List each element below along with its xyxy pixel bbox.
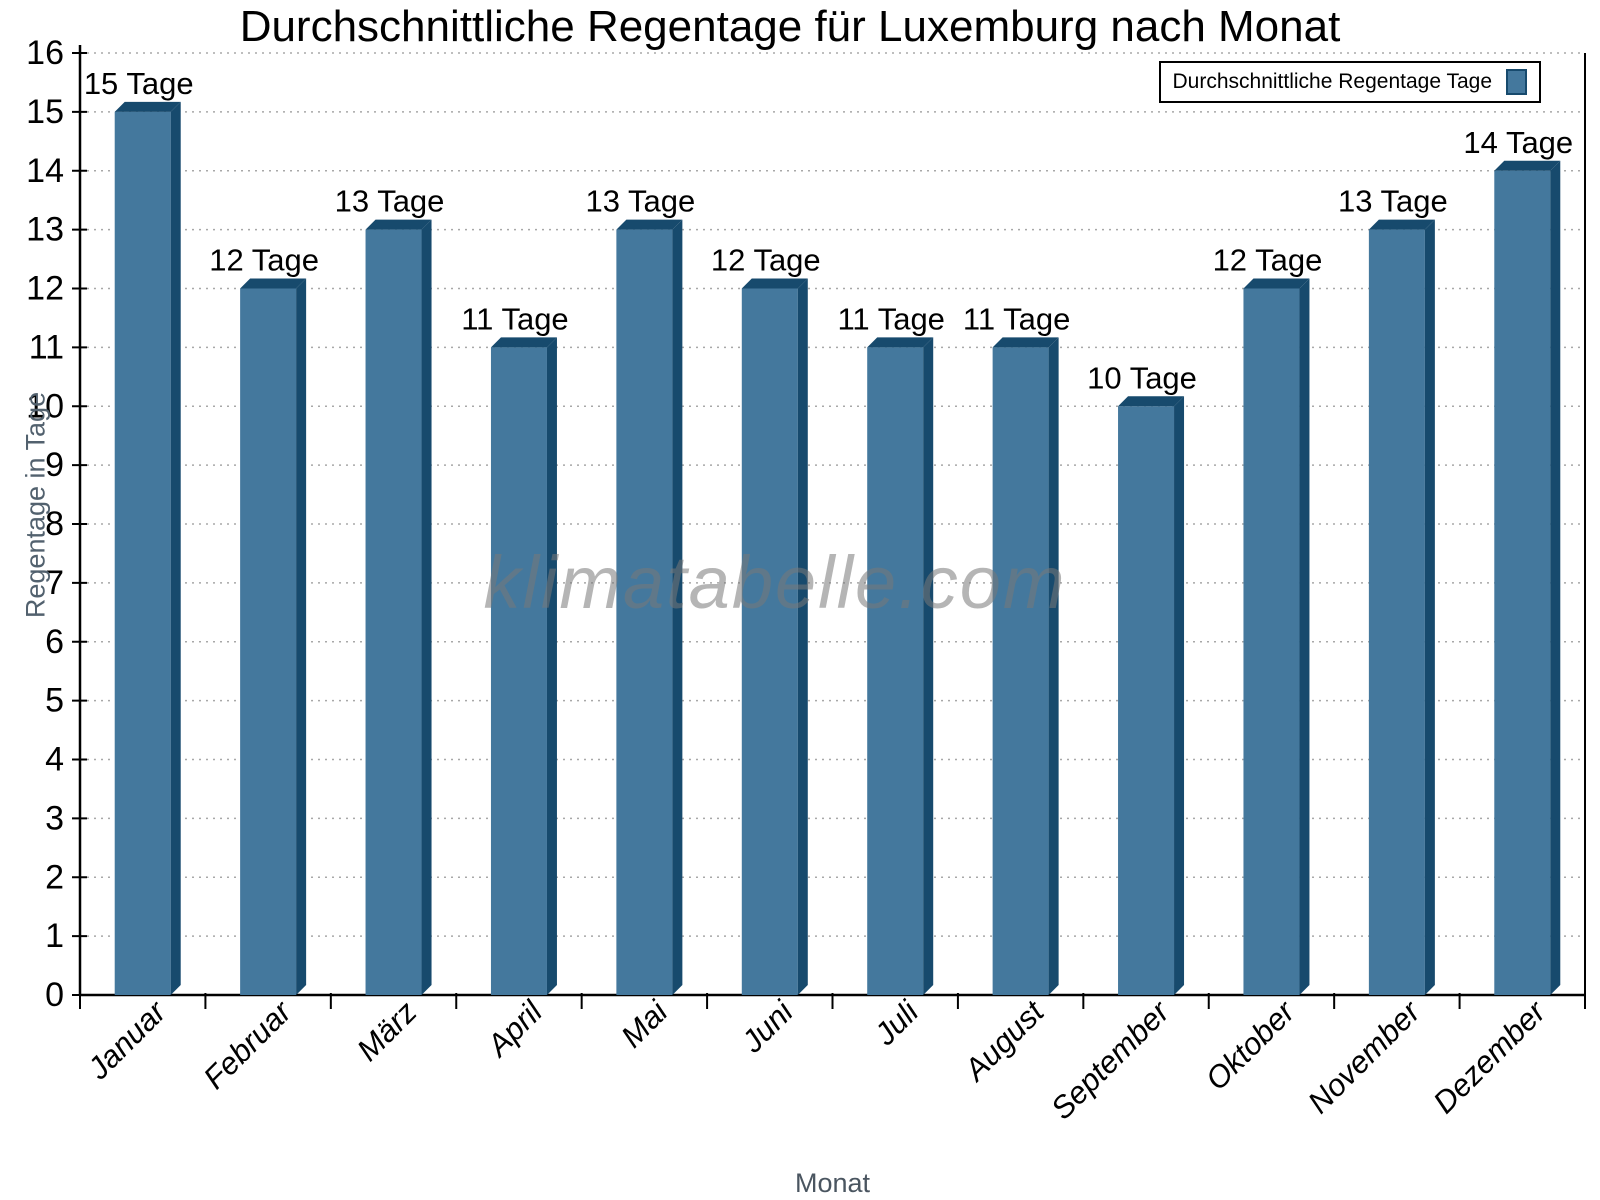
x-tick-label-april: April [479, 993, 550, 1064]
bar-side-oktober [1299, 278, 1310, 995]
x-tick-label-oktober: Oktober [1199, 993, 1303, 1097]
y-tick-label-6: 6 [45, 623, 64, 661]
x-tick-label-maerz: März [350, 994, 424, 1068]
watermark: klimatabelle.com [483, 541, 1067, 624]
bar-side-maerz [421, 219, 432, 995]
y-tick-label-11: 11 [29, 328, 64, 366]
y-tick-label-15: 15 [26, 93, 64, 131]
y-tick-label-9: 9 [45, 446, 64, 484]
bar-face-januar [114, 111, 171, 995]
bar-top-dezember [1494, 160, 1561, 171]
bar-side-november [1424, 219, 1435, 995]
chart-title: Durchschnittliche Regentage für Luxembur… [239, 2, 1341, 51]
bar-face-september [1118, 406, 1175, 995]
legend: Durchschnittliche Regentage Tage [1158, 61, 1541, 103]
bar-face-februar [240, 288, 297, 995]
bar-face-april [490, 347, 547, 995]
bar-top-september [1118, 396, 1185, 407]
y-tick-label-5: 5 [45, 682, 64, 720]
x-axis-title: Monat [794, 1168, 871, 1198]
bar-value-label-august: 11 Tage [963, 301, 1070, 336]
bar-top-maerz [365, 219, 432, 230]
bar-side-januar [170, 101, 181, 995]
y-tick-label-14: 14 [26, 152, 64, 190]
bar-value-label-februar: 12 Tage [209, 243, 319, 278]
y-tick-label-12: 12 [26, 270, 64, 308]
y-tick-label-8: 8 [45, 505, 64, 543]
bar-top-april [490, 337, 557, 348]
y-tick-label-2: 2 [45, 858, 64, 896]
bar-side-juli [923, 337, 934, 995]
bar-value-label-januar: 15 Tage [84, 66, 194, 101]
bar-value-label-oktober: 12 Tage [1213, 243, 1323, 278]
bar-side-august [1048, 337, 1059, 995]
y-tick-label-7: 7 [45, 564, 64, 602]
x-tick-label-februar: Februar [197, 993, 300, 1096]
bar-face-juni [741, 288, 798, 995]
bar-side-september [1174, 396, 1185, 995]
x-tick-label-november: November [1301, 993, 1428, 1120]
x-tick-label-juni: Juni [734, 993, 800, 1059]
bar-side-februar [296, 278, 307, 995]
bar-top-februar [240, 278, 307, 289]
bar-top-oktober [1243, 278, 1310, 289]
bar-face-dezember [1494, 170, 1551, 995]
y-tick-label-10: 10 [26, 387, 64, 425]
y-tick-label-16: 16 [26, 34, 64, 72]
bar-side-juni [797, 278, 808, 995]
bar-top-juli [867, 337, 934, 348]
bar-face-november [1368, 229, 1425, 995]
bar-face-maerz [365, 229, 422, 995]
bar-top-august [992, 337, 1059, 348]
bar-top-mai [616, 219, 683, 230]
x-tick-label-august: August [956, 993, 1051, 1088]
x-tick-label-juli: Juli [867, 993, 926, 1052]
x-tick-label-januar: Januar [80, 993, 174, 1087]
y-axis-title: Regentage in Tage [20, 391, 51, 619]
y-tick-label-1: 1 [45, 917, 64, 955]
bar-value-label-september: 10 Tage [1087, 360, 1197, 395]
y-tick-label-0: 0 [45, 976, 64, 1014]
bar-value-label-mai: 13 Tage [585, 184, 695, 219]
bar-face-august [992, 347, 1049, 995]
y-tick-label-13: 13 [26, 211, 64, 249]
bar-top-november [1368, 219, 1435, 230]
bar-side-dezember [1550, 160, 1561, 995]
x-tick-label-mai: Mai [614, 993, 675, 1054]
bar-value-label-november: 13 Tage [1338, 184, 1448, 219]
bar-value-label-maerz: 13 Tage [335, 184, 445, 219]
bar-value-label-juni: 12 Tage [711, 243, 821, 278]
bar-value-label-april: 11 Tage [461, 301, 568, 336]
bar-side-april [546, 337, 557, 995]
bar-top-januar [114, 101, 181, 112]
bar-face-oktober [1243, 288, 1300, 995]
bar-value-label-juli: 11 Tage [837, 301, 944, 336]
y-tick-label-4: 4 [45, 741, 64, 779]
y-tick-label-3: 3 [45, 799, 64, 837]
bar-face-mai [616, 229, 673, 995]
x-tick-label-dezember: Dezember [1426, 993, 1553, 1120]
x-tick-label-september: September [1044, 993, 1177, 1126]
bar-top-juni [741, 278, 808, 289]
bar-side-mai [672, 219, 683, 995]
legend-label: Durchschnittliche Regentage Tage [1172, 70, 1492, 93]
bar-face-juli [867, 347, 924, 995]
legend-swatch-icon [1506, 69, 1527, 95]
bar-value-label-dezember: 14 Tage [1463, 125, 1573, 160]
